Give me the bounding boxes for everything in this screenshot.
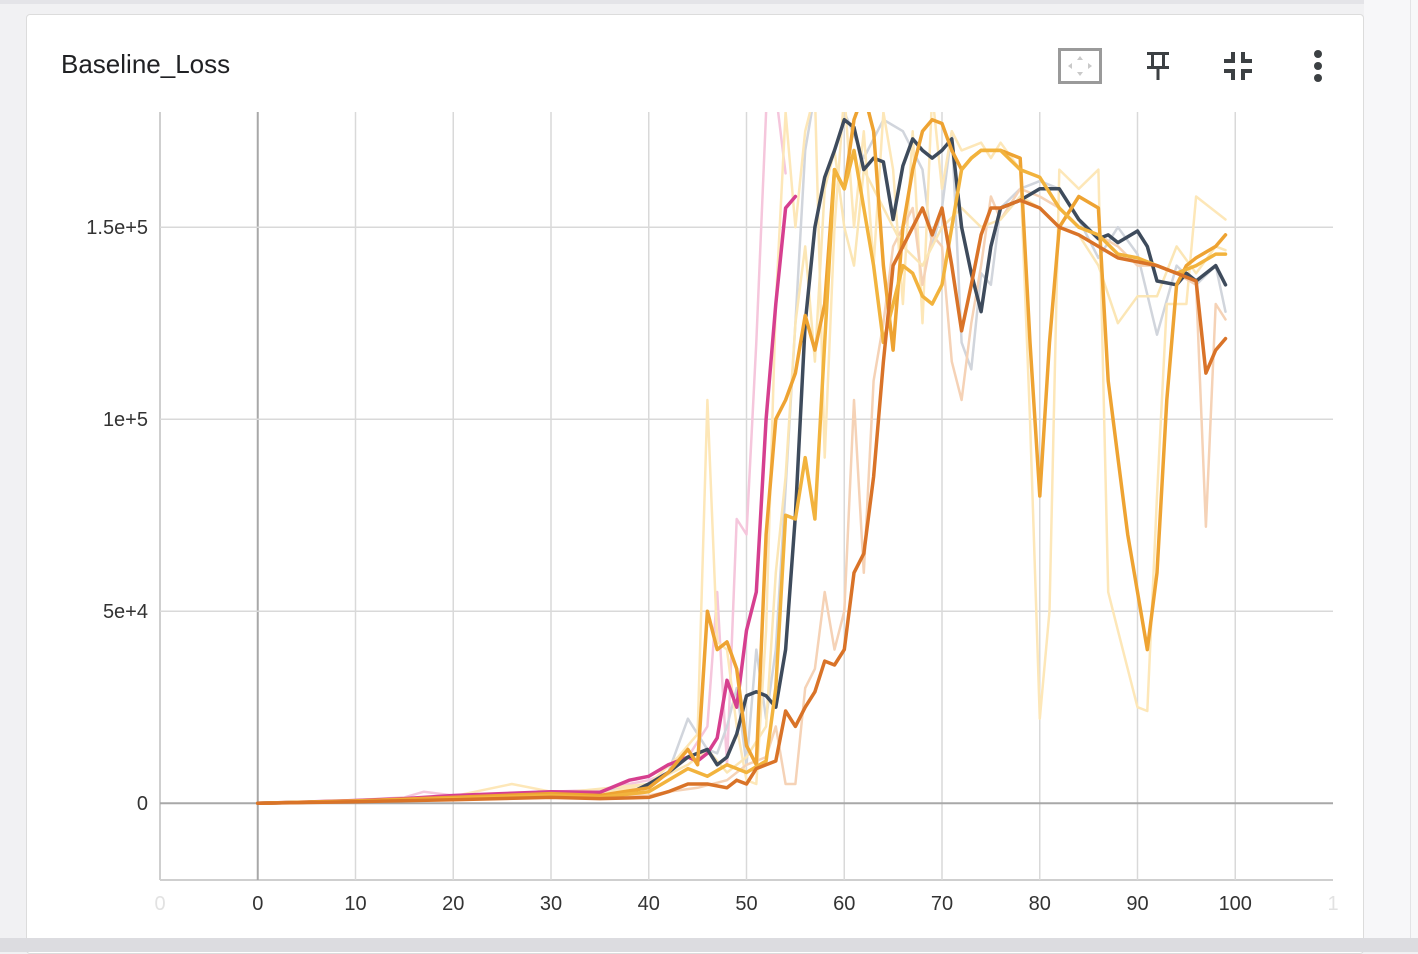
- collapse-button[interactable]: [1215, 43, 1261, 89]
- smoothed-series-line-7[interactable]: [256, 93, 1228, 805]
- x-tick-label: 60: [833, 893, 855, 915]
- y-tick-label: 1e+5: [103, 409, 148, 431]
- smoothed-series-line-5[interactable]: [256, 194, 798, 805]
- y-tick-label: 0: [137, 793, 148, 815]
- smoothed-series-line-9[interactable]: [256, 198, 1228, 805]
- y-tick-label: 1.5e+5: [86, 217, 148, 239]
- fit-domain-icon: [1058, 48, 1102, 84]
- smoothed-series-line-8[interactable]: [256, 148, 1228, 805]
- chart-card: Baseline_Loss: [26, 14, 1364, 954]
- fit-domain-button[interactable]: [1057, 43, 1103, 89]
- side-panel: [1364, 0, 1418, 952]
- y-tick-label: 5e+4: [103, 601, 148, 623]
- x-tick-label: 30: [540, 893, 562, 915]
- x-axis-ticks: 0 0 10 20 30 40 50 60 70 80 90 100 1: [154, 893, 1338, 915]
- x-tick-label: 50: [735, 893, 757, 915]
- collapse-icon: [1224, 52, 1252, 80]
- x-tick-label: 90: [1126, 893, 1148, 915]
- x-tick-label: 1: [1327, 893, 1338, 915]
- series-group: [256, 93, 1228, 805]
- x-tick-label: 80: [1029, 893, 1051, 915]
- bottom-bar: [0, 938, 1418, 952]
- more-button[interactable]: [1295, 43, 1341, 89]
- pin-button[interactable]: [1135, 43, 1181, 89]
- x-tick-label: 70: [931, 893, 953, 915]
- x-tick-label: 100: [1219, 893, 1252, 915]
- raw-series-line-2[interactable]: [256, 93, 1227, 805]
- grid: [159, 112, 1333, 881]
- side-divider: [1410, 0, 1411, 952]
- x-tick-label: 20: [442, 893, 464, 915]
- x-tick-label: 0: [154, 893, 165, 915]
- card-title: Baseline_Loss: [61, 49, 231, 79]
- x-tick-label: 40: [638, 893, 660, 915]
- x-tick-label: 0: [252, 893, 263, 915]
- more-vert-icon: [1314, 50, 1322, 82]
- pin-icon: [1147, 52, 1169, 80]
- x-tick-label: 10: [344, 893, 366, 915]
- smoothed-series-line-6[interactable]: [256, 117, 1228, 805]
- y-axis-ticks: 0 5e+4 1e+5 1.5e+5: [86, 217, 148, 815]
- top-bar: [0, 0, 1418, 4]
